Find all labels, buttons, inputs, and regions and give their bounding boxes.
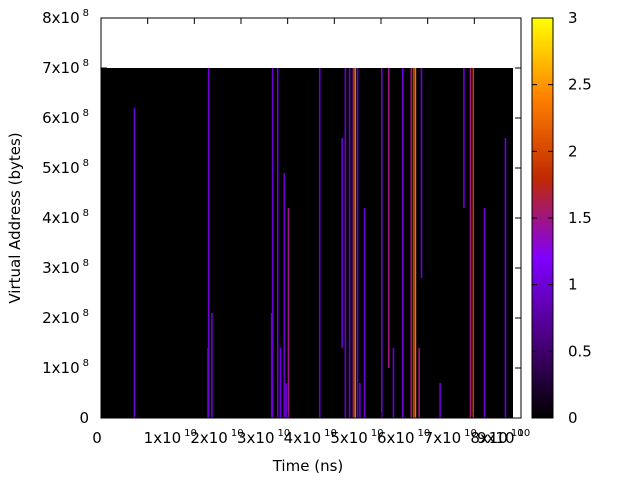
colorbar-tick-label: 0	[568, 409, 578, 427]
heatmap-streak-24	[410, 68, 412, 418]
heatmap-streak-22	[392, 348, 395, 418]
x-axis-title: Time (ns)	[272, 457, 344, 475]
heatmap-streak-26	[414, 68, 417, 418]
heatmap-streak-8	[283, 173, 286, 418]
x-tick-label: 8x10 10	[470, 428, 523, 447]
heatmap-streak-9	[287, 208, 290, 418]
x-tick-label: 9x10 10	[477, 428, 530, 447]
heatmap-streak-27	[418, 348, 420, 418]
heatmap-streak-29	[439, 383, 441, 418]
heatmap-streak-19	[363, 208, 366, 418]
heatmap-streak-28	[420, 68, 423, 278]
heatmap-streak-34	[504, 138, 507, 418]
y-tick-label: 6x10 8	[42, 108, 89, 127]
colorbar-tick-label: 1.5	[568, 209, 592, 227]
heatmap-streak-30	[463, 68, 465, 208]
x-tick-label: 1x10 10	[144, 428, 197, 447]
y-axis-title: Virtual Address (bytes)	[6, 132, 24, 303]
heatmap-streak-4	[270, 313, 273, 418]
colorbar: 0 0.5 1 1.5 2 2.5 3	[531, 9, 592, 427]
y-tick-labels: 0 1x10 8 2x10 8 3x10 8 4x10 8 5x10 8 6x10 8 7x10 8 8x10…	[42, 8, 89, 427]
heatmap-streak-18	[359, 383, 361, 418]
y-tick-label: 5x10 8	[42, 158, 89, 177]
heatmap-streak-5	[271, 68, 274, 418]
heatmap-streak-10	[285, 383, 287, 418]
colorbar-tick-label: 2	[568, 142, 578, 160]
x-tick-label: 4x10 10	[284, 428, 337, 447]
heatmap-streaks	[133, 68, 507, 418]
heatmap-streak-11	[318, 68, 321, 418]
heatmap-streak-17	[356, 68, 359, 418]
heatmap-streak-20	[381, 68, 383, 418]
heatmap-streak-2	[207, 68, 210, 418]
x-tick-label: 3x10 10	[237, 428, 290, 447]
y-tick-label: 0	[79, 409, 89, 427]
heatmap-streak-25	[412, 68, 415, 418]
y-tick-label: 1x10 8	[42, 358, 89, 377]
y-tick-label: 7x10 8	[42, 58, 89, 77]
heatmap-streak-31	[469, 68, 472, 418]
colorbar-tick-label: 2.5	[568, 76, 592, 94]
heatmap-streak-13	[344, 68, 347, 418]
heatmap-streak-15	[352, 68, 355, 418]
y-tick-label: 8x10 8	[42, 8, 89, 27]
heatmap-streak-0	[133, 108, 136, 418]
heatmap-streak-33	[483, 208, 486, 418]
heatmap-streak-6	[276, 68, 279, 418]
x-tick-label: 5x10 10	[330, 428, 383, 447]
y-tick-label: 3x10 8	[42, 258, 89, 277]
y-tick-label: 4x10 8	[42, 208, 89, 227]
heatmap-streak-12	[341, 138, 343, 348]
x-tick-label: 0	[92, 429, 102, 447]
y-tick-label: 2x10 8	[42, 308, 89, 327]
heatmap-streak-21	[388, 68, 390, 368]
colorbar-tick-label: 0.5	[568, 342, 592, 360]
colorbar-tick-label: 1	[568, 276, 578, 294]
axis-ticks	[100, 17, 522, 419]
heatmap-streak-7	[279, 348, 282, 418]
heatmap-streak-23	[402, 68, 404, 418]
heatmap-background	[101, 68, 513, 418]
heatmap-streak-32	[472, 68, 475, 418]
x-tick-label: 7x10 10	[424, 428, 477, 447]
heatmap-streak-3	[211, 313, 213, 418]
plot-area	[101, 68, 513, 418]
x-tick-label: 2x10 10	[190, 428, 243, 447]
heatmap-streak-16	[354, 68, 356, 418]
x-tick-label: 6x10 10	[377, 428, 430, 447]
heatmap-streak-14	[348, 68, 351, 418]
colorbar-tick-label: 3	[568, 9, 578, 27]
